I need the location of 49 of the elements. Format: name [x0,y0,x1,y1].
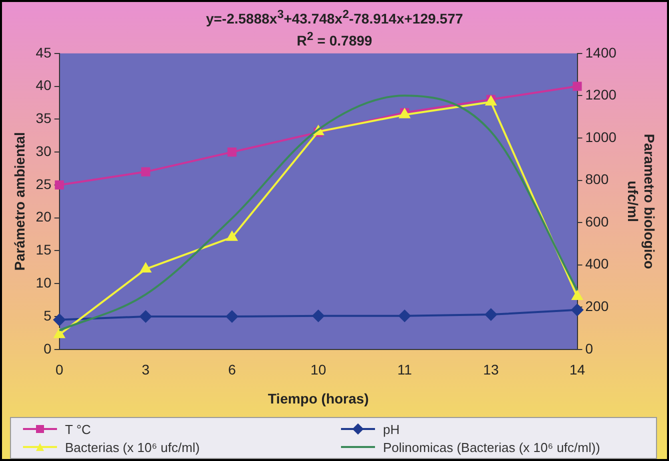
y2-tick-label: 600 [585,213,609,230]
point [312,310,324,322]
point [54,328,65,338]
x-tick-label: 10 [310,362,326,378]
point [571,304,584,316]
x-tick-label: 3 [142,362,150,378]
point [141,167,150,176]
x-tick-label: 6 [228,362,236,378]
y2-tick-label: 1400 [585,44,617,60]
y-tick-label: 0 [44,340,52,356]
point [572,290,583,300]
point [140,310,152,323]
y-tick-label: 5 [44,307,52,324]
x-tick-label: 0 [55,362,64,378]
y-tick-label: 40 [36,77,52,94]
y-tick-label: 25 [36,176,52,192]
legend-label: Bacterias (x 10⁶ ufc/ml) [65,440,200,454]
y2-tick-label: 200 [585,298,609,314]
point [484,308,497,321]
y2-tick-label: 1200 [585,86,617,103]
y2-tick-label: 400 [585,256,609,272]
y-axis-title: Parámetro ambiental [11,132,28,271]
point [227,148,237,157]
y2-tick-label: 0 [585,340,594,356]
x-axis-title: Tiempo (horas) [268,390,369,406]
y2-axis-title: Parametro biologico ufc/ml [624,134,658,270]
chart-subtitle: R$^{2}$ = 0.7899 [296,30,372,48]
y-tick-label: 45 [36,44,52,60]
x-tick-label: 13 [483,362,499,378]
y-tick-label: 10 [36,274,52,290]
chart-title: y=-2.5888x$^{3}$+43.748x$^{2}$-78.914x+129.577 [204,7,464,28]
y-tick-label: 30 [36,142,52,159]
y2-tick-label: 800 [585,171,609,188]
legend-label: T °C [65,422,91,436]
point [226,231,238,241]
y2-tick-label: 1000 [585,128,617,145]
x-tick-label: 11 [397,362,412,378]
point [572,82,582,91]
point [226,310,238,323]
y-tick-label: 15 [36,242,52,258]
y-tick-label: 35 [36,110,52,126]
legend-label: Polinomicas (Bacterias (x 10⁶ ufc/ml)) [383,440,600,454]
point [54,180,64,190]
legend-label: pH [383,422,400,436]
point [140,263,152,273]
x-tick-label: 14 [569,362,586,378]
point [53,314,66,326]
y-tick-label: 20 [36,208,52,225]
point [398,310,411,322]
